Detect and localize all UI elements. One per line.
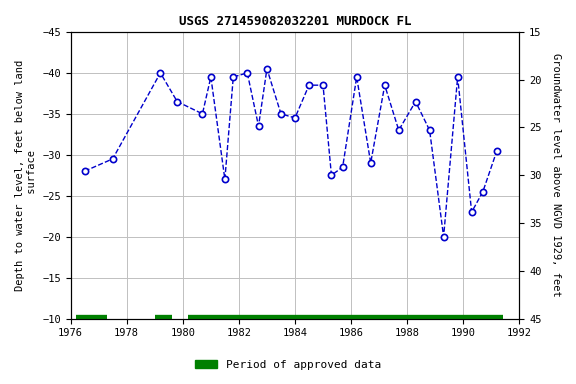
Y-axis label: Depth to water level, feet below land
 surface: Depth to water level, feet below land su… [15,60,37,291]
Y-axis label: Groundwater level above NGVD 1929, feet: Groundwater level above NGVD 1929, feet [551,53,561,297]
Legend: Period of approved data: Period of approved data [191,356,385,375]
Title: USGS 271459082032201 MURDOCK FL: USGS 271459082032201 MURDOCK FL [179,15,411,28]
